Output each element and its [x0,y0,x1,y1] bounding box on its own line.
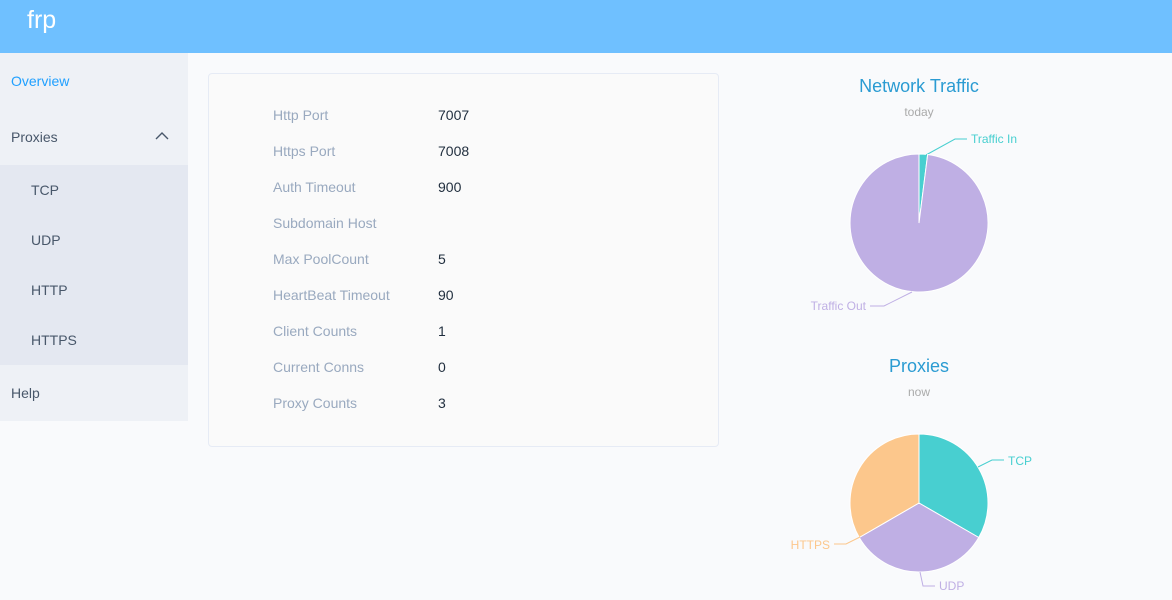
info-key: Proxy Counts [273,395,358,411]
proxies-submenu: TCP UDP HTTP HTTPS [0,165,188,365]
top-header: frp [0,0,1172,53]
info-value: 5 [438,251,446,267]
info-value: 0 [438,359,446,375]
info-value: 90 [438,287,454,303]
sidebar-item-udp[interactable]: UDP [31,232,61,248]
info-row: Https Port 7008 [209,135,720,171]
info-row: HeartBeat Timeout 90 [209,279,720,315]
sidebar: Overview Proxies TCP UDP HTTP HTTPS Help [0,53,188,421]
chevron-up-icon [155,132,169,140]
info-row: Subdomain Host [209,207,720,243]
info-key: Client Counts [273,323,358,339]
info-key: Http Port [273,107,329,123]
label-line [919,571,935,587]
info-value: 7008 [438,143,470,159]
label-line [870,291,913,307]
sidebar-item-proxies[interactable]: Proxies [0,109,188,165]
label-line [925,138,967,156]
label-line [834,536,861,545]
info-key: Auth Timeout [273,179,356,195]
proxies-chart-subtitle: now [907,385,930,399]
pie-slice-tcp[interactable] [918,433,989,539]
brand-logo[interactable]: frp [27,6,57,34]
info-row: Max PoolCount 5 [209,243,720,279]
info-row: Auth Timeout 900 [209,171,720,207]
info-key: Subdomain Host [273,215,377,231]
sidebar-item-tcp[interactable]: TCP [31,182,59,198]
traffic-chart-title: Network Traffic [859,76,979,96]
sidebar-item-http[interactable]: HTTP [31,282,68,298]
pie-slice-udp[interactable] [858,502,980,573]
label-line [977,459,1004,468]
info-row: Proxy Counts 3 [209,387,720,423]
info-key: Https Port [273,143,336,159]
pie-label: TCP [1008,454,1032,468]
info-value: 3 [438,395,446,411]
info-value: 7007 [438,107,470,123]
info-key: Max PoolCount [273,251,369,267]
info-key: HeartBeat Timeout [273,287,390,303]
info-value: 900 [438,179,462,195]
info-row: Http Port 7007 [209,99,720,135]
pie-slice-https[interactable] [849,433,920,539]
pie-label: UDP [939,579,964,593]
info-value: 1 [438,323,446,339]
pie-label: Traffic In [971,132,1017,146]
traffic-chart-subtitle: today [904,105,934,119]
pie-label: HTTPS [791,538,830,552]
sidebar-item-overview[interactable]: Overview [11,73,70,89]
info-key: Current Conns [273,359,365,375]
server-info-card: Http Port 7007 Https Port 7008 Auth Time… [208,73,719,447]
sidebar-item-https[interactable]: HTTPS [31,332,77,348]
pie-slice-traffic-out[interactable] [849,153,989,293]
proxies-chart-title: Proxies [888,356,950,376]
info-row: Client Counts 1 [209,315,720,351]
sidebar-item-proxies-label: Proxies [11,129,58,145]
info-row: Current Conns 0 [209,351,720,387]
pie-label: Traffic Out [811,299,867,313]
sidebar-item-help[interactable]: Help [11,385,40,401]
